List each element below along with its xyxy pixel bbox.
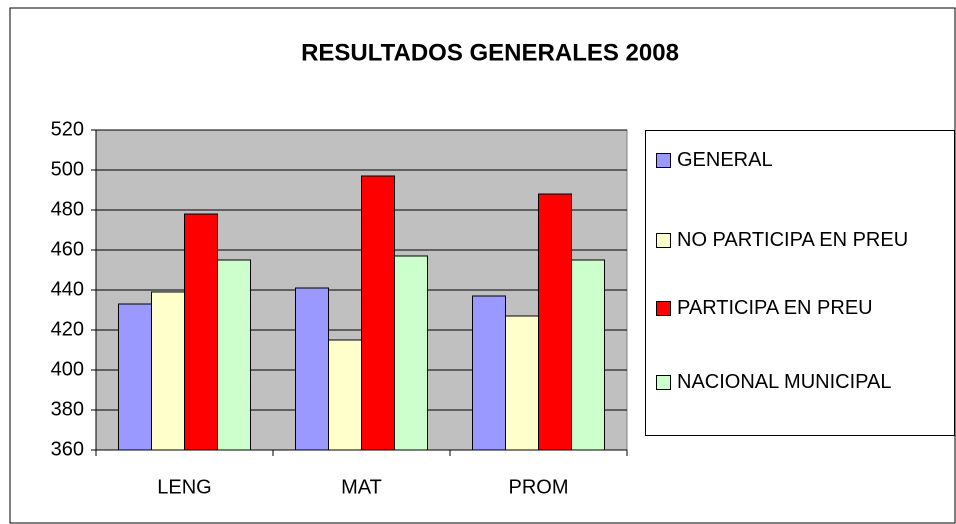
legend-swatch <box>656 375 671 390</box>
bar <box>571 259 605 451</box>
bar <box>538 193 572 451</box>
legend-swatch <box>656 153 671 168</box>
y-tick-label: 420 <box>51 318 84 340</box>
y-tick-label: 400 <box>51 358 84 380</box>
y-tick-label: 440 <box>51 278 84 300</box>
x-tick-label: PROM <box>509 476 569 498</box>
legend-item: NO PARTICIPA EN PREU <box>656 229 908 252</box>
y-tick-label: 500 <box>51 158 84 180</box>
legend-label: NO PARTICIPA EN PREU <box>677 229 909 251</box>
bar <box>184 213 218 451</box>
bar <box>295 287 329 451</box>
y-tick-label: 360 <box>51 438 84 460</box>
y-tick-label: 480 <box>51 198 84 220</box>
bar <box>151 291 185 451</box>
bar <box>361 175 395 451</box>
legend-label: GENERAL <box>677 149 773 171</box>
legend: GENERAL NO PARTICIPA EN PREU PARTICIPA EN … <box>645 130 955 436</box>
chart-title: RESULTADOS GENERALES 2008 <box>301 39 679 66</box>
legend-item: NACIONAL MUNICIPAL <box>656 371 891 394</box>
legend-swatch <box>656 233 671 248</box>
bar <box>118 303 152 451</box>
bar <box>505 315 539 451</box>
x-tick-label: MAT <box>341 476 382 498</box>
y-tick-label: 380 <box>51 398 84 420</box>
bar <box>217 259 251 451</box>
bar <box>328 339 362 451</box>
bar <box>394 255 428 451</box>
x-tick-label: LENG <box>157 476 211 498</box>
legend-swatch <box>656 301 671 316</box>
legend-label: NACIONAL MUNICIPAL <box>677 371 892 393</box>
legend-item: PARTICIPA EN PREU <box>656 297 873 320</box>
bar <box>472 295 506 451</box>
legend-label: PARTICIPA EN PREU <box>677 297 873 319</box>
y-tick-label: 460 <box>51 238 84 260</box>
legend-item: GENERAL <box>656 149 773 172</box>
y-tick-label: 520 <box>51 118 84 140</box>
